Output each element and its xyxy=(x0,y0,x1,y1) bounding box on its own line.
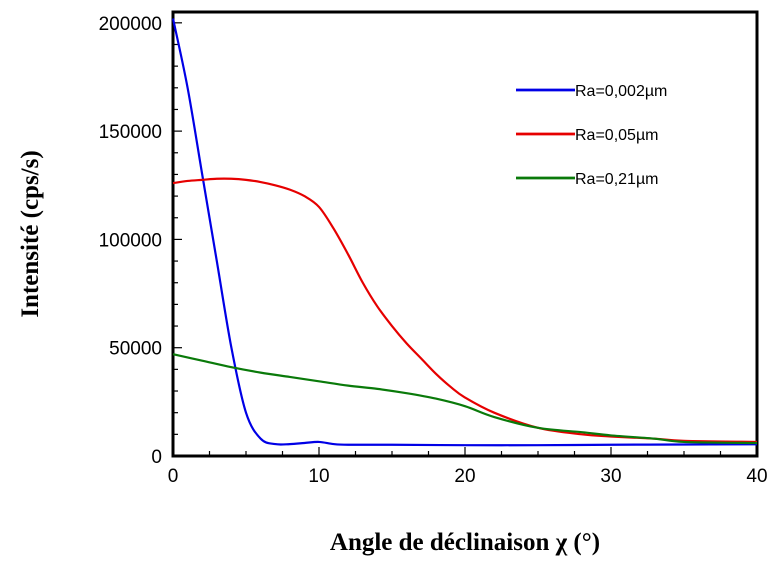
x-tick-label: 40 xyxy=(746,466,767,487)
x-tick-label: 0 xyxy=(168,466,179,487)
legend: Ra=0,002µm Ra=0,05µm Ra=0,21µm xyxy=(516,83,667,188)
x-tick-label: 10 xyxy=(308,466,329,487)
series-line-3 xyxy=(172,353,758,445)
y-axis-title: Intensité (cps/s) xyxy=(17,150,44,317)
plot-frame xyxy=(171,10,759,458)
y-tick-label: 200000 xyxy=(99,14,162,35)
x-tick-label: 30 xyxy=(600,466,621,487)
series-line-2 xyxy=(172,177,758,444)
legend-label-1: Ra=0,002µm xyxy=(575,83,667,100)
y-tick-label: 150000 xyxy=(99,122,162,143)
y-axis-ticks: 0 50000 100000 150000 200000 xyxy=(99,14,182,468)
x-tick-label: 20 xyxy=(454,466,475,487)
y-tick-label: 100000 xyxy=(99,230,162,251)
x-axis-ticks: 0 10 20 30 40 xyxy=(168,447,768,487)
series-line-1 xyxy=(171,18,758,447)
y-tick-label: 0 xyxy=(151,447,162,468)
legend-label-3: Ra=0,21µm xyxy=(575,171,658,188)
y-tick-label: 50000 xyxy=(109,339,162,360)
legend-label-2: Ra=0,05µm xyxy=(575,127,658,144)
x-axis-title: Angle de déclinaison χ (°) xyxy=(330,529,600,556)
series-lines xyxy=(171,18,758,447)
